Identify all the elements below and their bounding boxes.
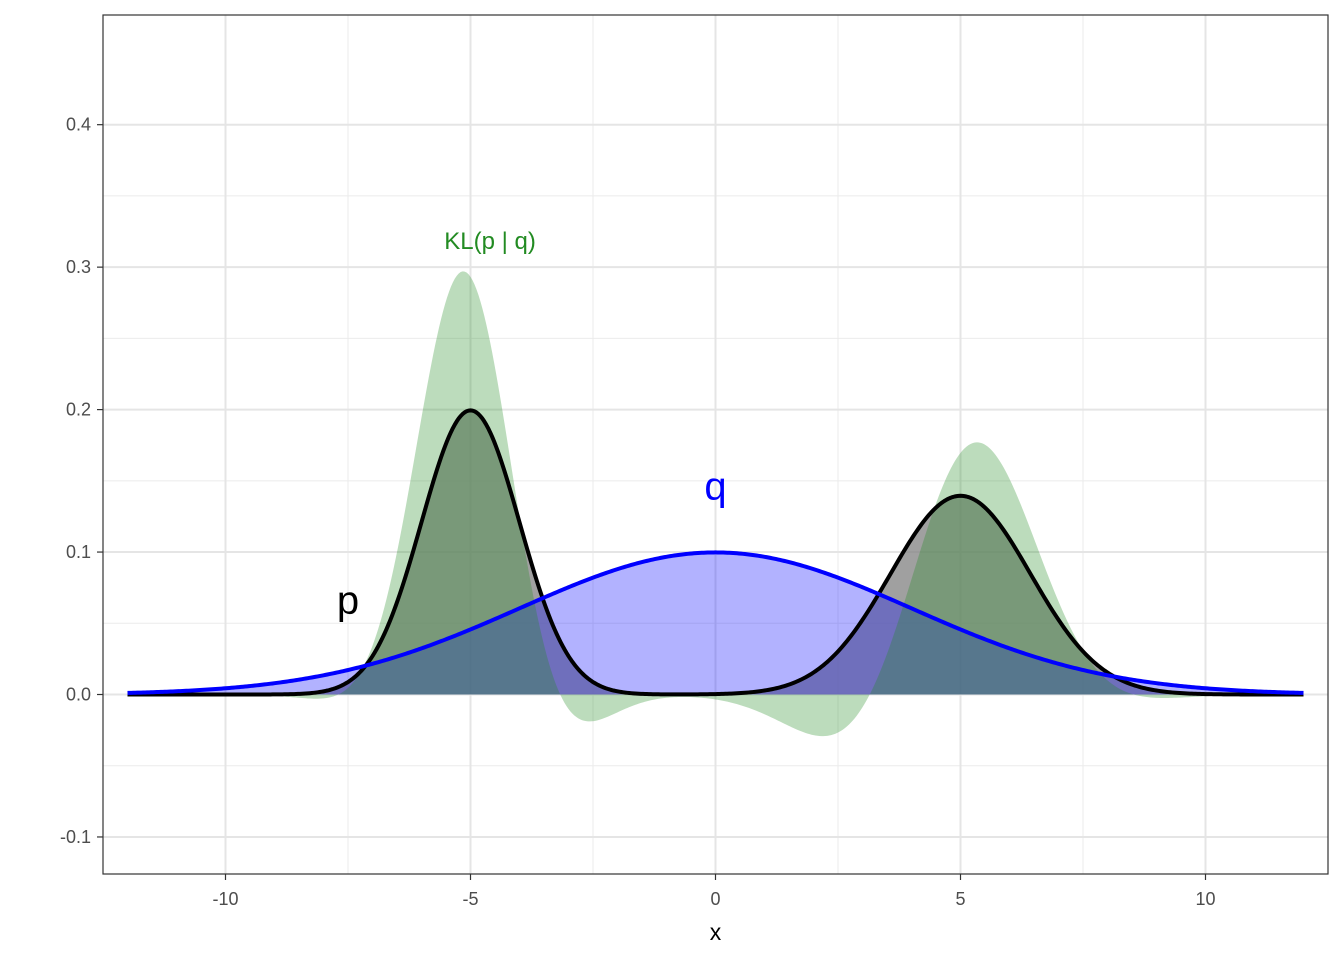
y-tick-label: 0.2 xyxy=(66,400,91,420)
x-axis-title: x xyxy=(710,919,722,945)
q-label: q xyxy=(704,465,726,509)
x-tick-label: -5 xyxy=(462,889,478,909)
y-tick-label: 0.3 xyxy=(66,257,91,277)
y-tick-label: -0.1 xyxy=(60,827,91,847)
p-label: p xyxy=(337,578,359,622)
y-tick-label: 0.0 xyxy=(66,685,91,705)
x-tick-label: 10 xyxy=(1195,889,1215,909)
x-tick-label: 0 xyxy=(710,889,720,909)
x-tick-label: -10 xyxy=(212,889,238,909)
y-tick-label: 0.1 xyxy=(66,542,91,562)
x-tick-label: 5 xyxy=(955,889,965,909)
kl-label: KL(p | q) xyxy=(444,228,536,255)
y-tick-label: 0.4 xyxy=(66,115,91,135)
